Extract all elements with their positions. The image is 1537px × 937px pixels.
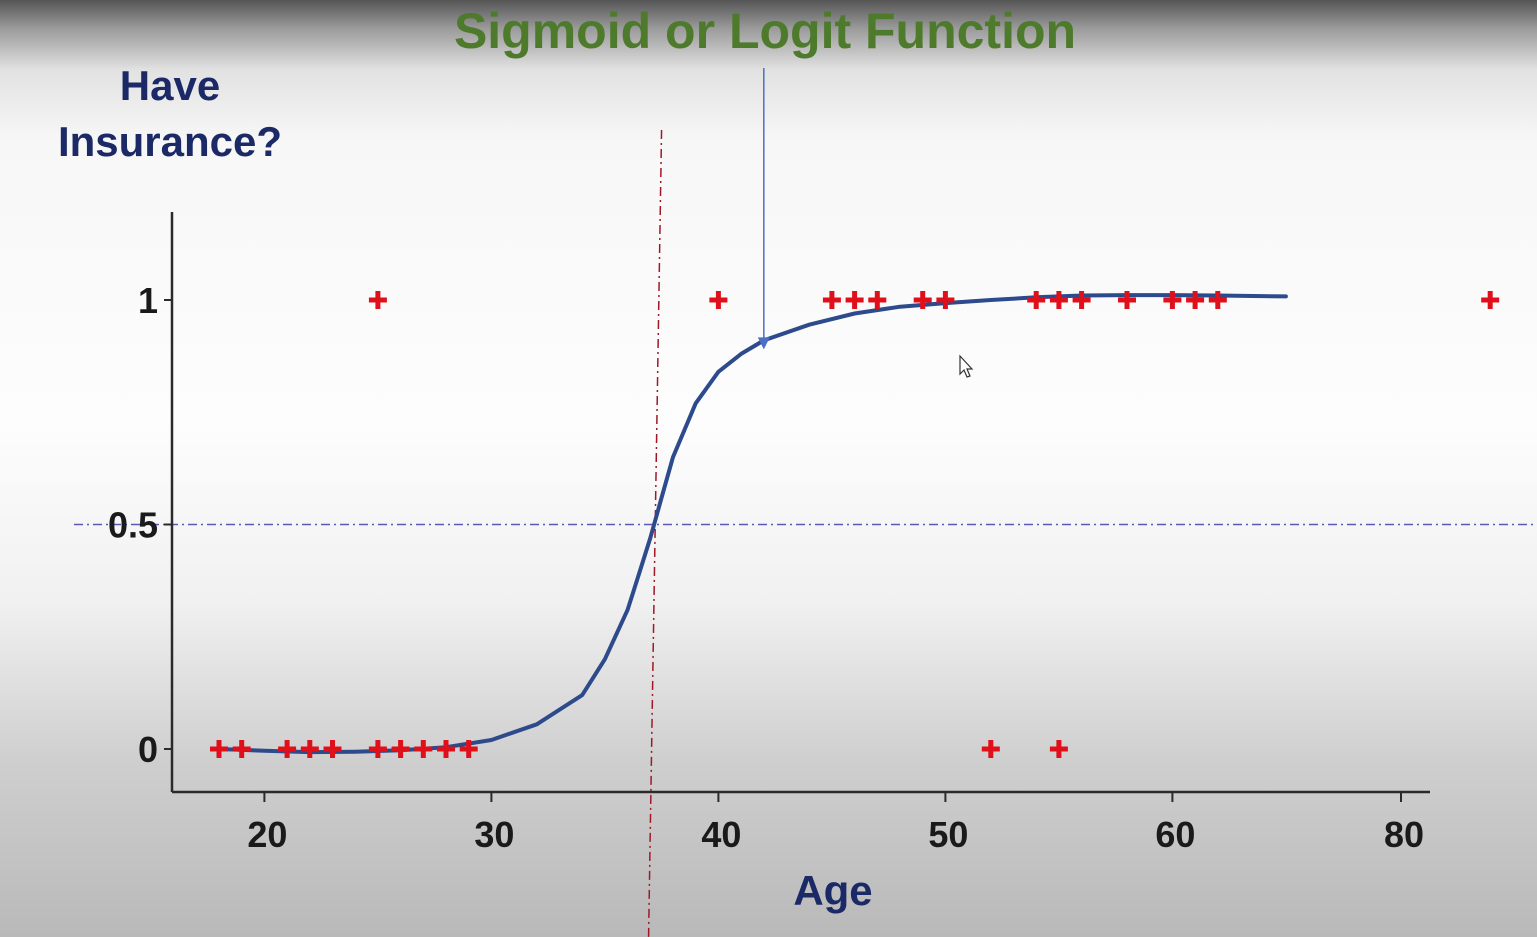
data-point-marker [210, 740, 228, 758]
y-tick-label: 0.5 [108, 505, 158, 546]
data-point-marker [1163, 291, 1182, 309]
data-point-marker [437, 740, 455, 758]
x-axis-label: Age [793, 867, 872, 914]
data-point-marker [822, 291, 841, 309]
mouse-cursor-icon [959, 354, 974, 378]
x-tick-label: 80 [1384, 814, 1424, 855]
threshold-line-vertical [647, 129, 663, 937]
data-point-marker [913, 291, 932, 309]
plot-layer: 20 30 40 50 60 80 0 0.5 1 [74, 68, 1537, 937]
data-point-marker [845, 291, 864, 309]
data-point-marker [1481, 291, 1500, 309]
data-point-marker [1208, 291, 1227, 309]
y-tick-label: 1 [138, 280, 158, 321]
data-point-marker [1118, 291, 1136, 309]
sigmoid-curve [217, 293, 1288, 755]
data-point-marker [368, 740, 387, 758]
data-point-marker [981, 740, 1000, 758]
data-point-marker [709, 291, 728, 309]
data-point-marker [459, 740, 478, 758]
data-point-marker [391, 740, 410, 758]
data-point-marker [414, 740, 433, 758]
data-point-marker [1049, 740, 1068, 758]
annotation-arrow-head [757, 337, 770, 350]
data-point-marker [1186, 291, 1205, 309]
x-tick-label: 50 [928, 814, 968, 855]
data-point-marker [936, 291, 955, 309]
data-point-marker [300, 740, 319, 758]
data-point-marker [278, 740, 297, 758]
y-tick-label: 0 [138, 729, 158, 770]
data-point-marker [323, 740, 342, 758]
x-tick-label: 30 [474, 814, 514, 855]
y-axis-label-line-2: Insurance? [58, 118, 282, 165]
chart-title: Sigmoid or Logit Function [454, 3, 1076, 59]
x-tick-label: 20 [247, 814, 287, 855]
x-tick-label: 60 [1155, 814, 1195, 855]
data-point-marker [232, 740, 251, 758]
x-tick-label: 40 [701, 814, 741, 855]
data-point-marker [1049, 291, 1068, 309]
y-axis-label-line-1: Have [120, 62, 220, 109]
data-point-marker [1072, 291, 1091, 309]
data-point-marker [1027, 291, 1046, 309]
data-point-marker [368, 291, 387, 309]
data-point-marker [868, 291, 887, 309]
